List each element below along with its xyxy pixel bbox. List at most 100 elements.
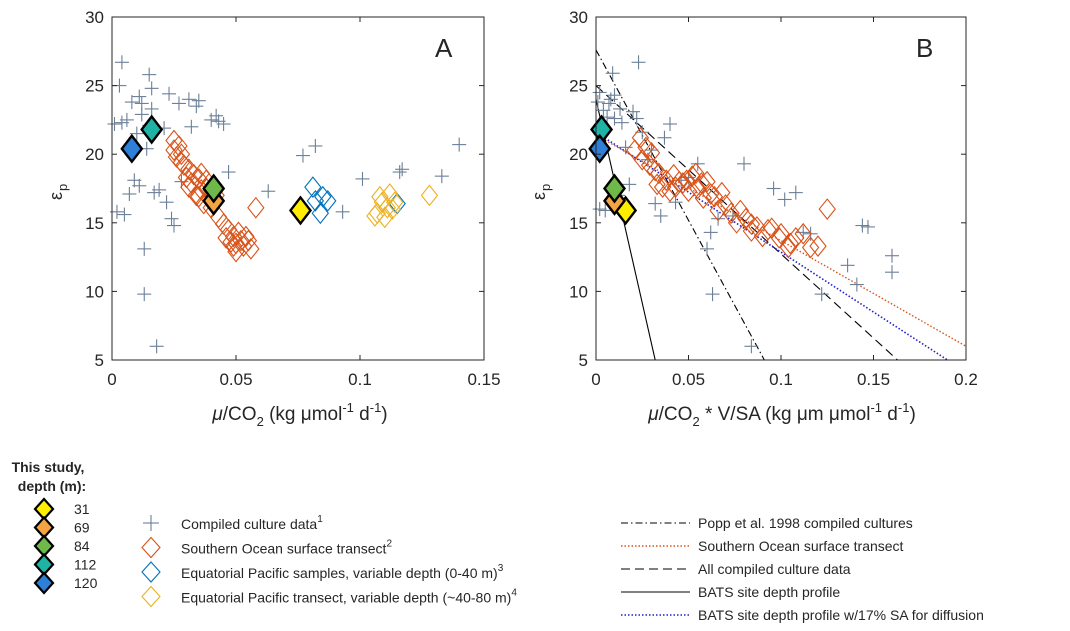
southern-ocean-point [742, 220, 761, 242]
culture-point [592, 202, 607, 217]
southern-ocean-point [713, 181, 731, 204]
culture-point [607, 111, 622, 126]
culture-point [622, 177, 637, 192]
culture-point [114, 55, 129, 70]
culture-point [149, 339, 164, 354]
southern-ocean-point [648, 173, 666, 196]
southern-ocean-point [640, 154, 659, 177]
southern-ocean-point [742, 213, 761, 236]
panel-b-ticks: 0 0.05 0.1 0.15 0.2 5 10 15 20 25 30 [569, 8, 978, 389]
culture-point [209, 108, 224, 123]
x-tick-label: 0.05 [672, 370, 705, 389]
legend-culture-label: Compiled culture data1 [181, 514, 323, 532]
culture-point [700, 241, 714, 256]
southern-ocean-point [237, 225, 255, 248]
x-tick-label: 0.1 [769, 370, 793, 389]
legend-eqpac-label: Equatorial Pacific samples, variable dep… [181, 563, 504, 581]
legend-depth-label: 112 [74, 557, 97, 573]
eqpac-transect-point [386, 191, 404, 214]
eqpac-transect-point [381, 183, 399, 205]
culture-point [855, 218, 870, 233]
panel-a-axes-box [111, 16, 485, 361]
culture-point [355, 171, 370, 186]
southern-ocean-point [661, 180, 679, 203]
southern-ocean-point [716, 194, 735, 216]
southern-ocean-point [818, 198, 836, 220]
southern-ocean-point [787, 227, 805, 249]
culture-point [117, 207, 132, 222]
southern-ocean-point [633, 148, 651, 171]
culture-point [663, 117, 677, 132]
culture-point [657, 130, 672, 145]
fit-line-all_culture [595, 85, 898, 361]
culture-point [132, 178, 147, 193]
legend-culture-marker [143, 515, 159, 531]
southern-ocean-point [727, 211, 746, 234]
southern-ocean-point [175, 154, 193, 177]
legend-depth-label: 120 [74, 575, 98, 591]
southern-ocean-point [185, 163, 203, 186]
panel-b-axes-box [595, 16, 967, 361]
culture-point [618, 140, 633, 155]
this-study-point-120m [588, 133, 612, 164]
eqpac-point [306, 189, 325, 212]
culture-point [788, 185, 803, 200]
southern-ocean-point [809, 235, 827, 258]
culture-point [737, 156, 751, 171]
culture-point [711, 211, 726, 226]
culture-point [603, 92, 618, 107]
this-study-point-120m [120, 133, 144, 164]
y-tick-label: 30 [85, 8, 104, 27]
culture-point [777, 192, 792, 207]
culture-point [648, 196, 663, 211]
culture-point [171, 96, 186, 111]
x-tick-label: 0 [107, 370, 116, 389]
panel-a-marks [107, 55, 467, 354]
southern-ocean-point [722, 202, 740, 225]
culture-point [335, 204, 350, 219]
culture-point [598, 203, 613, 218]
fit-line-popp [595, 49, 765, 361]
panel-a-xlabel: μ/CO2 (kg μmol-1 d-1) [211, 400, 387, 429]
southern-ocean-point [709, 199, 727, 222]
culture-point [626, 104, 640, 119]
southern-ocean-point [692, 172, 711, 194]
culture-point [840, 258, 855, 273]
legend-lines: Popp et al. 1998 compiled cultures Southe… [621, 515, 984, 623]
culture-point [308, 138, 323, 153]
culture-point [107, 117, 122, 132]
legend-depth-entries: 31 69 84 112 120 [33, 497, 98, 595]
this-study-point-112m [140, 114, 164, 145]
x-tick-label: 0.2 [954, 370, 978, 389]
culture-point [849, 277, 864, 292]
y-tick-label: 25 [85, 77, 104, 96]
southern-ocean-point [770, 227, 788, 249]
legend-bats-label: BATS site depth profile [698, 584, 840, 600]
panel-b-ylabel: εp [529, 184, 553, 200]
eqpac-transect-point [378, 196, 396, 219]
culture-point [181, 92, 196, 107]
southern-ocean-point [239, 229, 258, 252]
culture-point [129, 126, 144, 141]
y-tick-label: 5 [579, 351, 588, 370]
x-tick-label: 0.1 [348, 370, 372, 389]
southern-ocean-point [679, 180, 698, 203]
this-study-point-31m [288, 195, 312, 226]
culture-point [392, 165, 407, 180]
southern-ocean-point [247, 196, 265, 219]
culture-point [814, 287, 829, 302]
culture-point [631, 55, 646, 70]
southern-ocean-point [670, 170, 688, 193]
x-tick-label: 0.15 [467, 370, 500, 389]
y-tick-label: 10 [85, 282, 104, 301]
culture-point [189, 99, 204, 114]
culture-point [596, 103, 611, 118]
legend-popp-label: Popp et al. 1998 compiled cultures [698, 515, 913, 531]
culture-point [860, 219, 875, 234]
culture-point [164, 211, 179, 226]
culture-point [221, 165, 236, 180]
legend-southern_fit-label: Southern Ocean surface transect [698, 538, 904, 554]
legend-southern-label: Southern Ocean surface transect2 [181, 539, 392, 557]
culture-point [162, 86, 177, 101]
southern-ocean-point [172, 143, 191, 166]
